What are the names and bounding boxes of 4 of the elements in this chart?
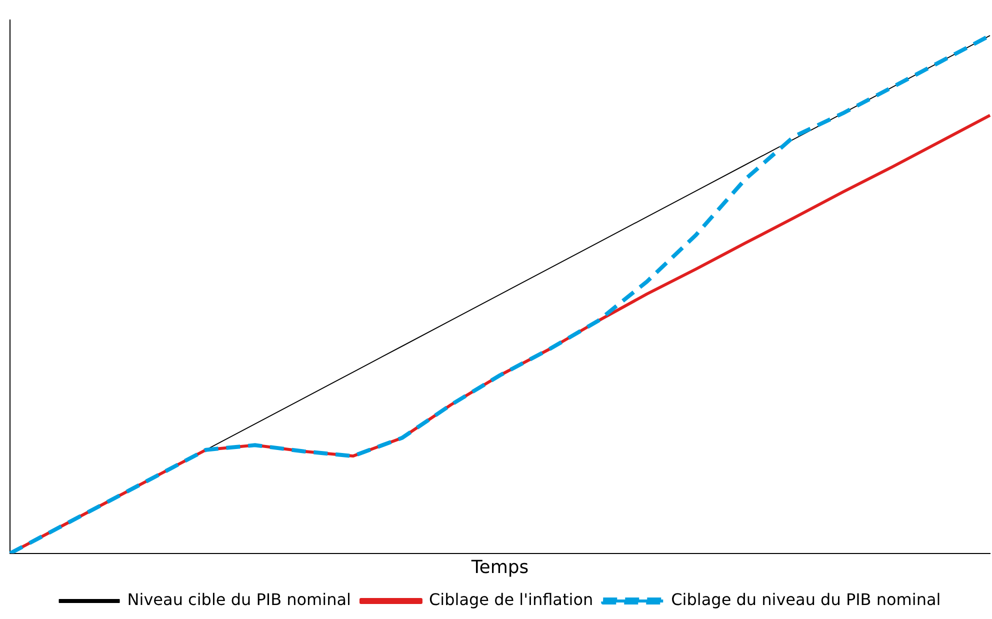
legend-label: Ciblage du niveau du PIB nominal — [671, 590, 941, 610]
legend-label: Ciblage de l'inflation — [428, 590, 594, 610]
legend-label: Niveau cible du PIB nominal — [127, 590, 351, 610]
x-axis-title: Temps — [470, 556, 529, 578]
